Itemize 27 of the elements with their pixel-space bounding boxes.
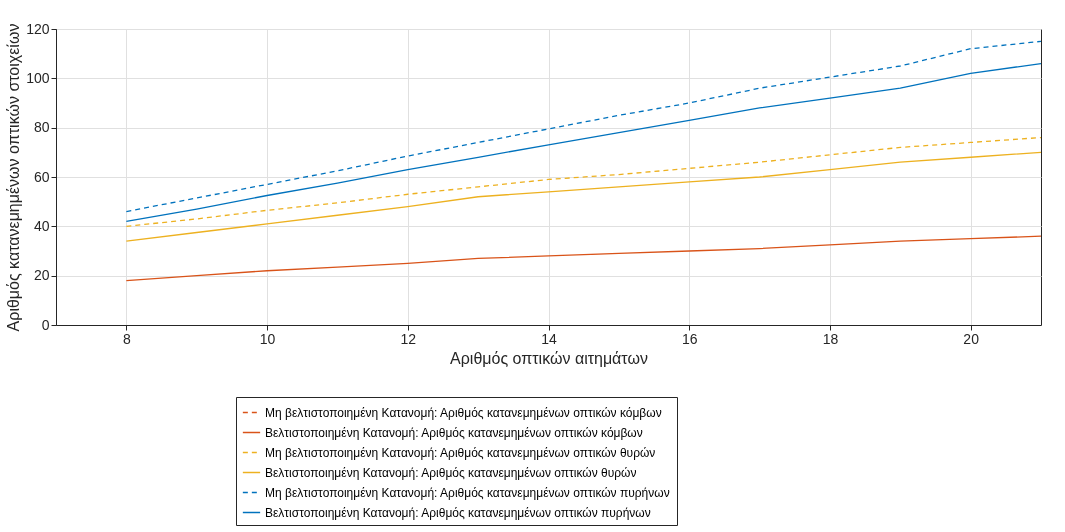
legend-label: Βελτιστοποιημένη Κατανομή: Αριθμός κατανεμημένων οπτικών θυρών xyxy=(265,465,637,480)
x-tick-label: 14 xyxy=(541,330,557,347)
legend-label: Βελτιστοποιημένη Κατανομή: Αριθμός κατανεμημένων οπτικών πυρήνων xyxy=(265,505,651,520)
x-tick-label: 18 xyxy=(822,330,839,347)
x-tick-label: 20 xyxy=(963,330,980,347)
y-tick-label: 0 xyxy=(41,316,50,333)
legend-label: Μη βελτιστοποιημένη Κατανομή: Αριθμός κατανεμημένων οπτικών θυρών xyxy=(265,445,656,460)
x-tick-label: 10 xyxy=(259,330,276,347)
y-tick-label: 20 xyxy=(33,267,50,284)
line-series xyxy=(125,62,1041,223)
x-axis-title: Αριθμός οπτικών αιτημάτων xyxy=(450,349,648,367)
line-series xyxy=(125,136,1041,227)
y-tick-label: 40 xyxy=(33,217,50,234)
y-tick-label: 100 xyxy=(26,69,50,86)
x-tick-label: 16 xyxy=(681,330,698,347)
x-tick-label: 8 xyxy=(122,330,131,347)
legend-label: Μη βελτιστοποιημένη Κατανομή: Αριθμός κατανεμημένων οπτικών κόμβων xyxy=(265,405,662,420)
line-series xyxy=(125,151,1041,242)
line-series xyxy=(125,235,1041,282)
legend-label: Βελτιστοποιημένη Κατανομή: Αριθμός κατανεμημένων οπτικών κόμβων xyxy=(265,425,643,440)
y-tick-label: 80 xyxy=(33,119,50,136)
y-tick-label: 60 xyxy=(33,168,50,185)
y-axis-title: Αριθμός κατανεμημένων οπτικών στοιχείων xyxy=(5,23,23,332)
y-tick-label: 120 xyxy=(26,20,50,37)
x-tick-label: 12 xyxy=(400,330,417,347)
line-series xyxy=(125,40,1041,213)
legend-label: Μη βελτιστοποιημένη Κατανομή: Αριθμός κατανεμημένων οπτικών πυρήνων xyxy=(265,485,670,500)
